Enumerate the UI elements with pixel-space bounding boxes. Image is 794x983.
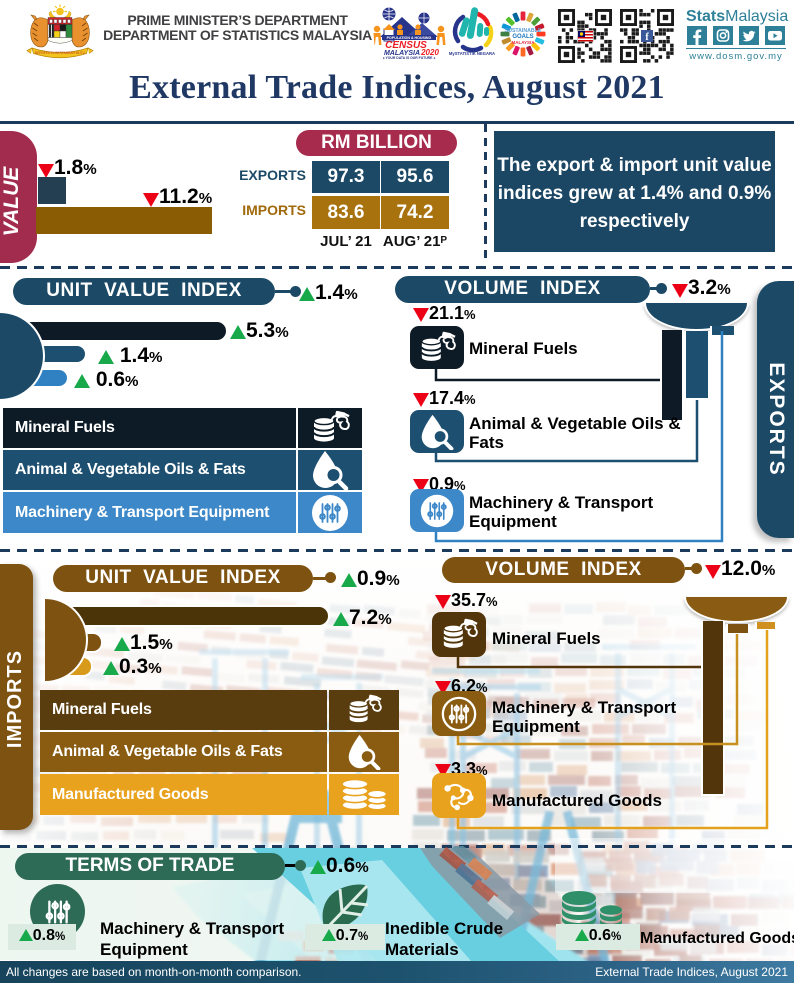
svg-text:BERSEKUTU BERTAMBAH MUTU: BERSEKUTU BERTAMBAH MUTU [35, 51, 86, 55]
svg-text:2020: 2020 [420, 48, 439, 57]
svg-text:MySTATISTIK NEGARA: MySTATISTIK NEGARA [449, 51, 495, 56]
svg-text:MALAYSIA: MALAYSIA [511, 40, 535, 45]
svg-text:f: f [645, 32, 649, 43]
svg-text:MALAYSIA: MALAYSIA [384, 50, 420, 57]
svg-text:SUSTAINABLE: SUSTAINABLE [505, 28, 542, 34]
svg-text:● YOUR DATA IS OUR FUTURE ●: ● YOUR DATA IS OUR FUTURE ● [383, 56, 436, 59]
svg-text:POPULATION & HOUSING: POPULATION & HOUSING [387, 36, 432, 40]
svg-text:GOALS: GOALS [512, 34, 533, 40]
svg-text:CENSUS: CENSUS [385, 40, 427, 51]
